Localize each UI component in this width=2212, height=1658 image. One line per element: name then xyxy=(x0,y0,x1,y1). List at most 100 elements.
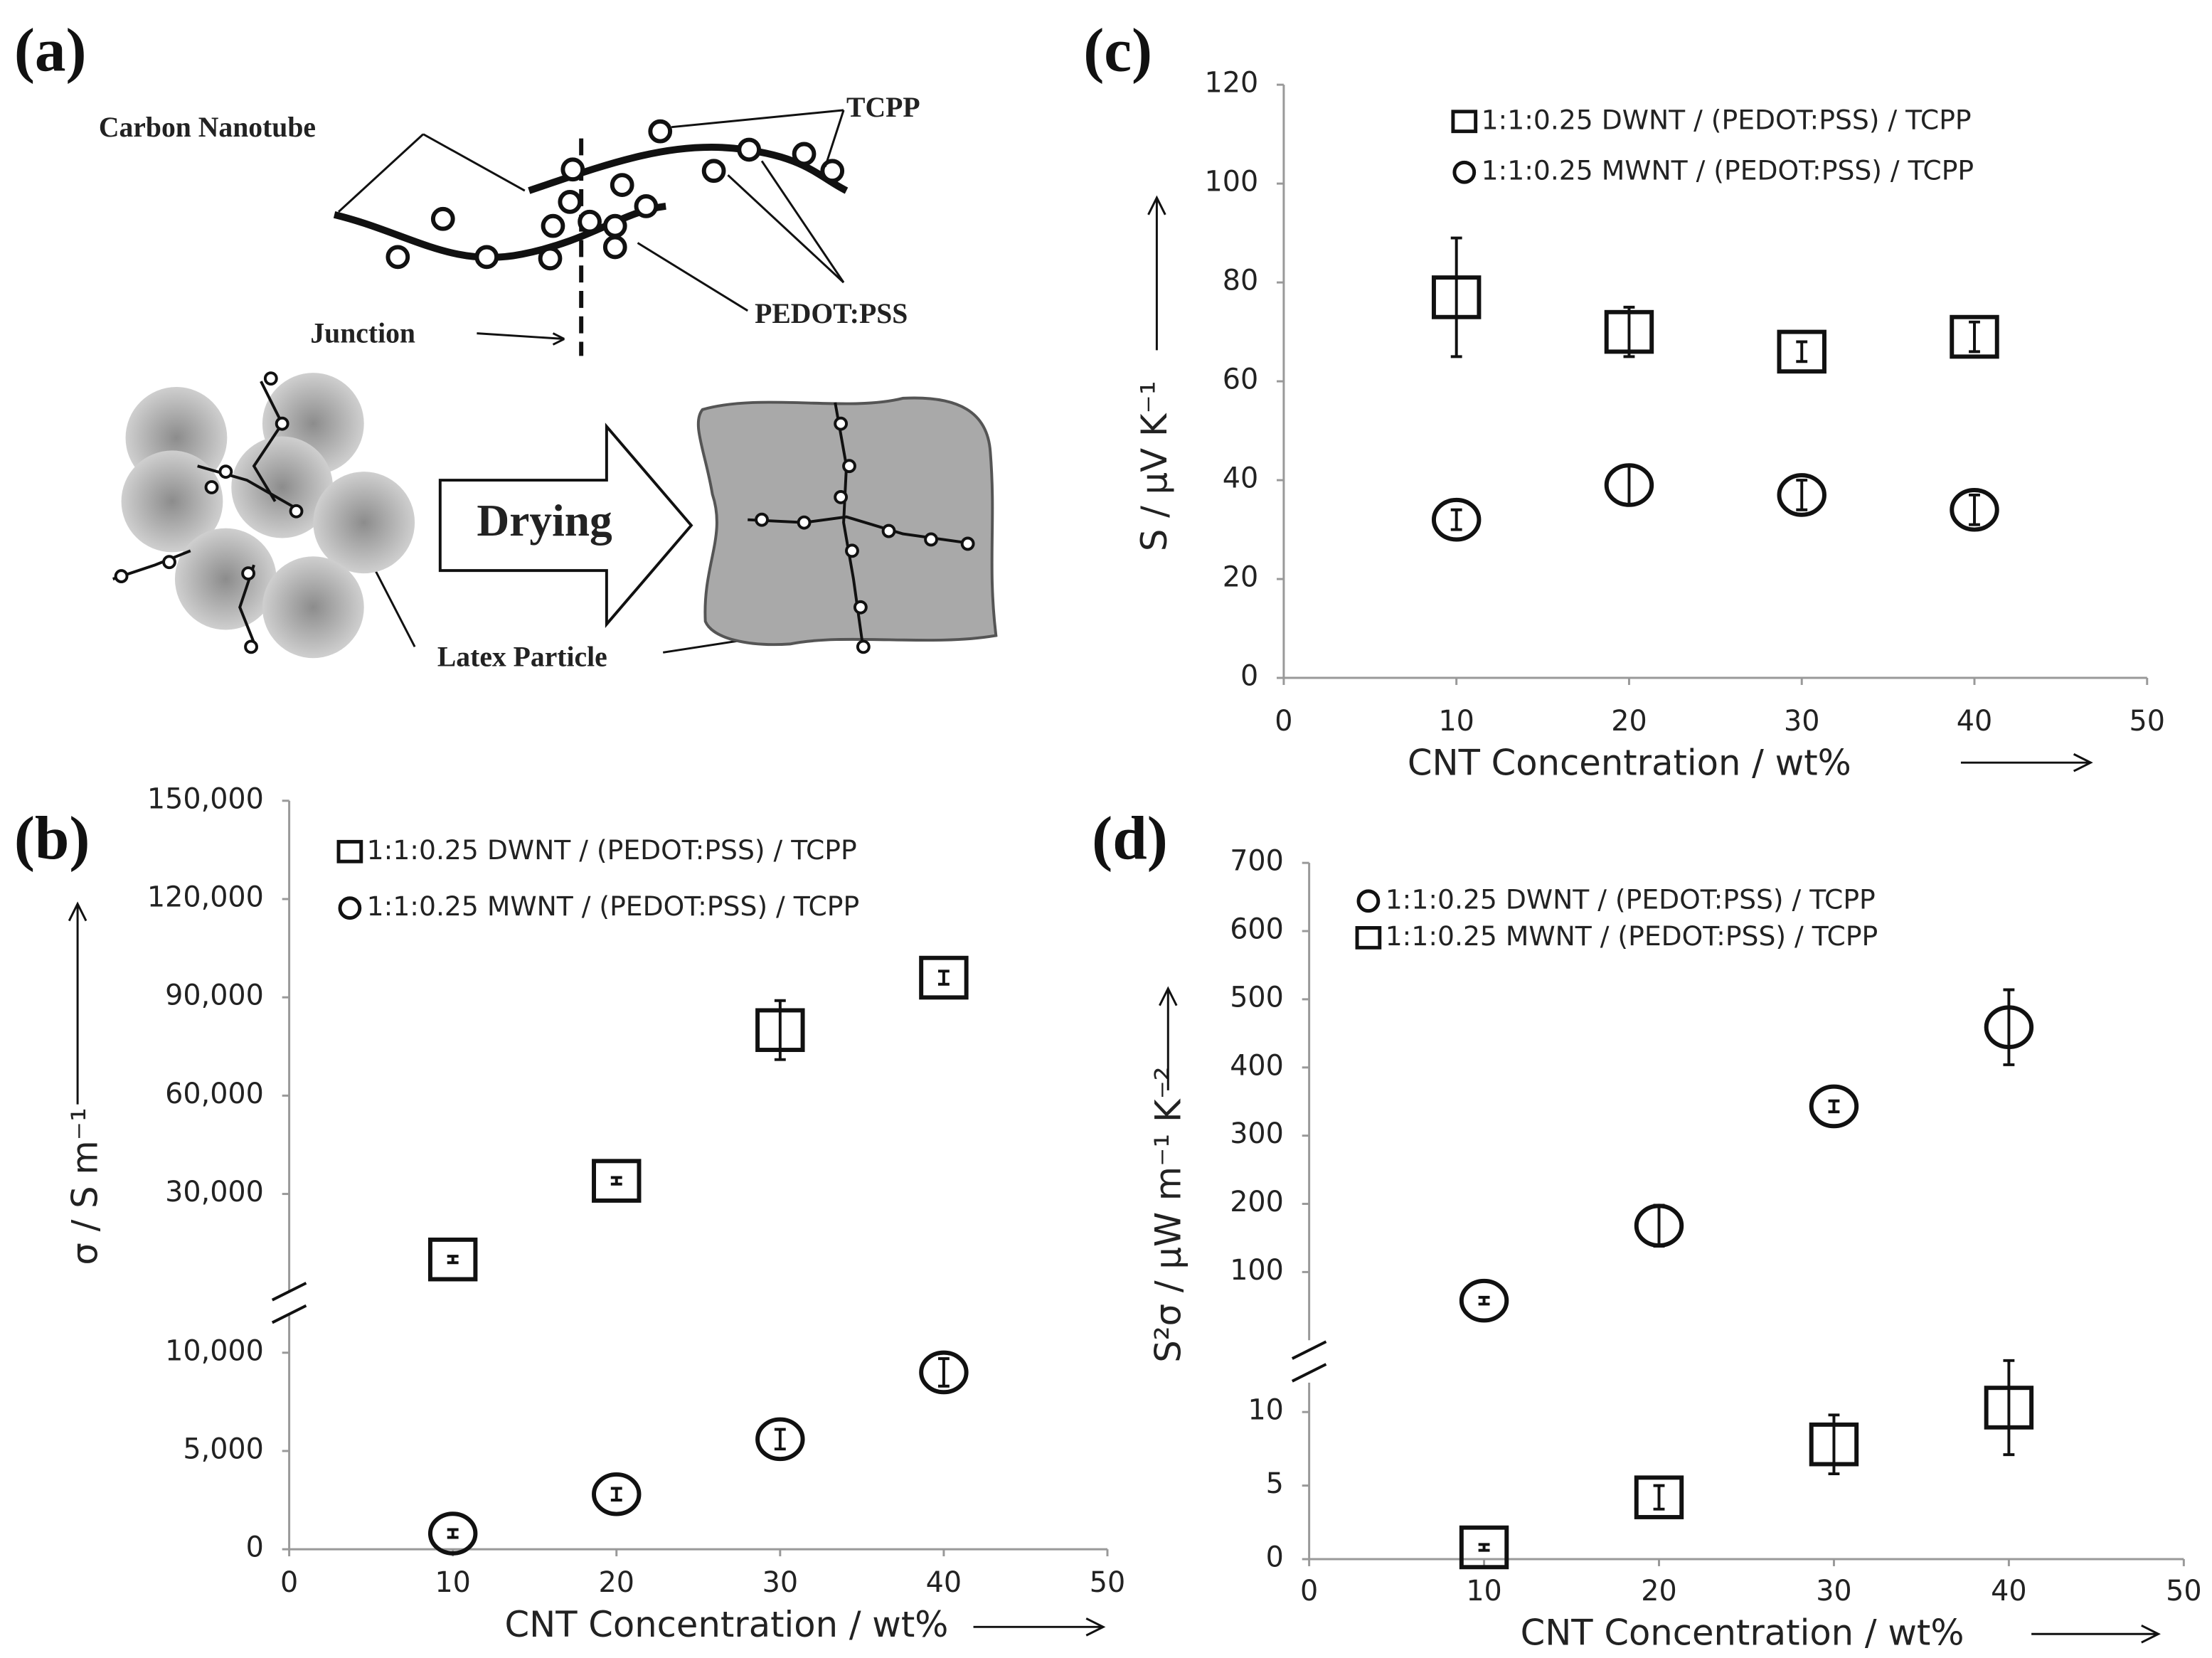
marker-square xyxy=(1634,1475,1684,1519)
x-tick-label: 0 xyxy=(1300,1575,1318,1607)
x-tick-label: 30 xyxy=(1816,1575,1851,1607)
diagram-label: Junction xyxy=(310,318,415,349)
legend-label: 1:1:0.25 MWNT / (PEDOT:PSS) / TCPP xyxy=(367,891,860,922)
legend-label: 1:1:0.25 DWNT / (PEDOT:PSS) / TCPP xyxy=(367,834,857,866)
y-tick-label: 600 xyxy=(1230,913,1284,946)
error-bar xyxy=(1969,493,1980,526)
axis-break xyxy=(1291,1363,1327,1383)
y-tick-label: 0 xyxy=(1266,1541,1284,1574)
marker-circle xyxy=(592,1472,642,1516)
x-tick-label: 20 xyxy=(1611,705,1647,738)
tcpp-molecules xyxy=(385,119,845,271)
marker-circle xyxy=(1459,1278,1509,1323)
y-tick-label: 150,000 xyxy=(147,782,264,815)
error-bar xyxy=(1623,305,1635,358)
marker-square xyxy=(1950,314,1999,359)
x-tick-label: 30 xyxy=(1784,705,1819,738)
diagram-label: Carbon Nanotube xyxy=(99,112,316,143)
error-bar xyxy=(937,1357,950,1388)
error-bar xyxy=(2003,1359,2015,1457)
axis-break xyxy=(271,1304,307,1324)
axis-arrow xyxy=(1159,986,1178,1090)
axis-arrow xyxy=(68,901,87,1105)
nanotube xyxy=(333,202,666,261)
y-tick-label: 90,000 xyxy=(165,979,264,1012)
error-bar xyxy=(1796,340,1808,363)
error-bar xyxy=(1450,508,1462,531)
y-tick-label: 40 xyxy=(1223,462,1258,495)
drying-arrow xyxy=(438,423,693,628)
x-tick-label: 50 xyxy=(1090,1566,1125,1599)
legend-marker xyxy=(1451,110,1478,134)
y-tick-label: 400 xyxy=(1230,1049,1284,1082)
panel-label: (a) xyxy=(14,15,87,84)
error-bar xyxy=(610,1176,622,1186)
marker-square xyxy=(1459,1525,1509,1570)
y-tick-label: 500 xyxy=(1230,981,1284,1014)
x-tick-label: 0 xyxy=(280,1566,298,1599)
x-axis-label: CNT Concentration / wt% xyxy=(505,1604,949,1645)
panel-label: (c) xyxy=(1083,15,1152,84)
x-tick-label: 40 xyxy=(926,1566,962,1599)
x-tick-label: 30 xyxy=(762,1566,798,1599)
error-bar xyxy=(1653,1203,1665,1248)
panel-label: (d) xyxy=(1092,803,1168,872)
marker-circle xyxy=(755,1417,805,1462)
error-bar xyxy=(447,1528,459,1539)
marker-circle xyxy=(1431,497,1482,542)
legend-label: 1:1:0.25 DWNT / (PEDOT:PSS) / TCPP xyxy=(1482,104,1972,135)
error-bar xyxy=(610,1487,622,1502)
error-bar xyxy=(1450,236,1462,358)
error-bar xyxy=(1796,479,1808,511)
y-tick-label: 5 xyxy=(1266,1467,1284,1500)
x-tick-label: 20 xyxy=(1641,1575,1676,1607)
error-bar xyxy=(1478,1295,1490,1306)
x-tick-label: 10 xyxy=(1466,1575,1501,1607)
error-bar xyxy=(1828,1099,1840,1114)
axis-arrow xyxy=(1960,753,2093,772)
y-tick-label: 80 xyxy=(1223,265,1258,297)
error-bar xyxy=(1653,1484,1665,1511)
marker-circle xyxy=(427,1511,478,1556)
y-axis-label: σ / S m⁻¹ xyxy=(64,1107,105,1265)
y-tick-label: 0 xyxy=(1240,660,1258,693)
y-tick-label: 10,000 xyxy=(165,1334,264,1367)
x-tick-label: 40 xyxy=(1957,705,1992,738)
error-bar xyxy=(1828,1413,1840,1476)
x-axis-label: CNT Concentration / wt% xyxy=(1408,743,1851,784)
axis-break xyxy=(1291,1340,1327,1360)
latex-particles xyxy=(121,373,415,659)
y-tick-label: 60 xyxy=(1223,363,1258,396)
error-bar xyxy=(774,999,786,1061)
legend-label: 1:1:0.25 DWNT / (PEDOT:PSS) / TCPP xyxy=(1386,883,1876,915)
y-tick-label: 120,000 xyxy=(147,881,264,913)
error-bar xyxy=(774,1428,786,1451)
network-tcpp xyxy=(755,416,975,654)
y-tick-label: 0 xyxy=(246,1531,264,1564)
x-tick-label: 10 xyxy=(1438,705,1474,738)
y-tick-label: 200 xyxy=(1230,1186,1284,1218)
film xyxy=(696,396,998,647)
panel-label: (b) xyxy=(14,803,90,872)
diagram-label: PEDOT:PSS xyxy=(755,298,908,329)
marker-circle xyxy=(919,1350,969,1395)
error-bar xyxy=(937,969,950,986)
x-tick-label: 50 xyxy=(2166,1575,2201,1607)
x-tick-label: 50 xyxy=(2129,705,2165,738)
legend-marker xyxy=(1355,926,1382,950)
error-bar xyxy=(447,1255,459,1265)
y-tick-label: 700 xyxy=(1230,845,1284,878)
legend-label: 1:1:0.25 MWNT / (PEDOT:PSS) / TCPP xyxy=(1482,155,1974,186)
diagram-label: Latex Particle xyxy=(437,641,607,672)
axis-break xyxy=(271,1282,307,1302)
y-tick-label: 300 xyxy=(1230,1117,1284,1150)
dispersed-tcpp xyxy=(114,371,304,654)
x-tick-label: 20 xyxy=(599,1566,634,1599)
marker-circle xyxy=(1950,487,1999,532)
y-tick-label: 10 xyxy=(1248,1394,1283,1427)
axis-arrow xyxy=(973,1617,1106,1637)
axis-arrow xyxy=(1147,195,1166,351)
diagram-label: Drying xyxy=(477,495,612,546)
error-bar xyxy=(1969,320,1980,354)
